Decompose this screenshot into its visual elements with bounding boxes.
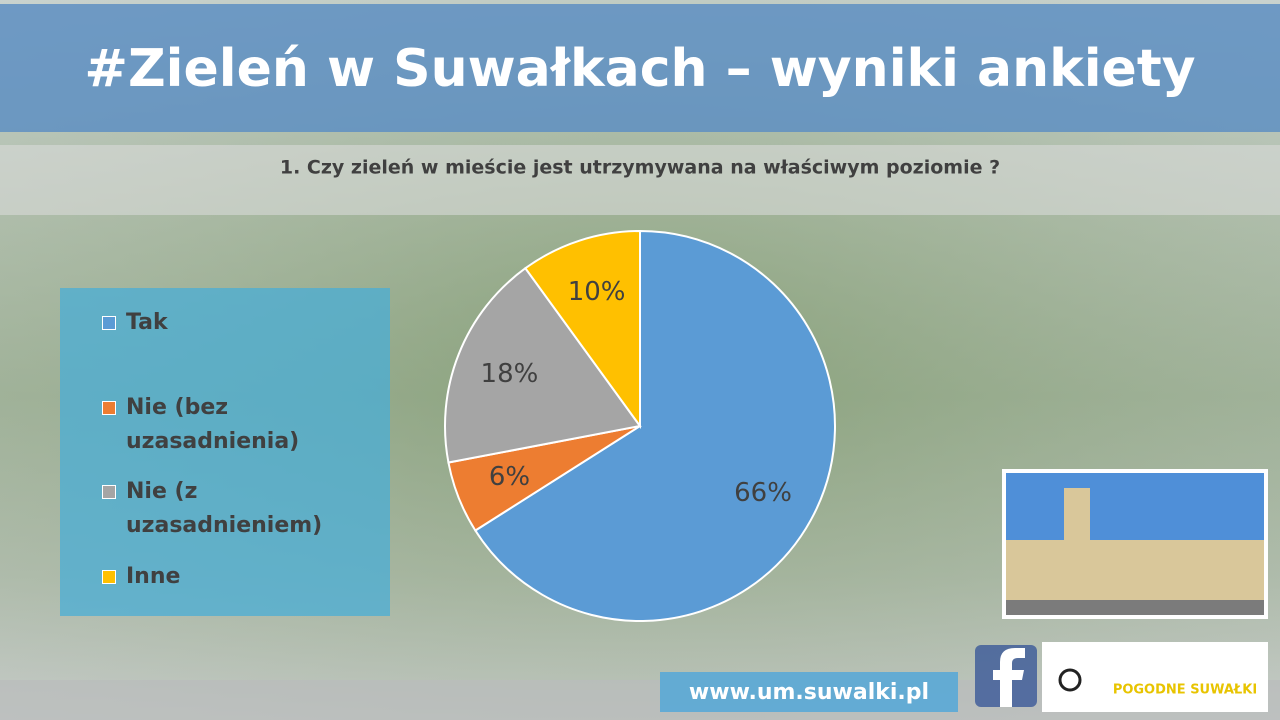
subtitle: 1. Czy zieleń w mieście jest utrzymywana… — [280, 157, 1000, 179]
pie-slice — [444, 266, 642, 464]
legend-swatch — [102, 570, 116, 584]
data-label: 10% — [568, 277, 626, 307]
logo-text: POGODNE SUWAŁKI — [1113, 683, 1257, 698]
pie: 66% 6% 18% 10% — [444, 229, 836, 622]
legend-label: Tak — [126, 310, 168, 335]
legend-swatch — [102, 401, 116, 415]
legend-box — [60, 288, 390, 616]
title: #Zieleń w Suwałkach – wyniki ankiety — [84, 39, 1195, 99]
legend-label: Nie (bez uzasadnienia) — [126, 395, 300, 454]
legend-swatch — [102, 485, 116, 499]
data-label: 18% — [481, 359, 539, 389]
legend-item: Tak — [102, 306, 332, 340]
data-label: 66% — [734, 478, 792, 508]
pie-slice — [523, 229, 641, 430]
logo-icon — [1058, 668, 1082, 692]
legend-item: Inne — [102, 560, 332, 594]
title-bar — [0, 4, 1280, 132]
legend-swatch — [102, 316, 116, 330]
background-buildings — [0, 145, 1280, 215]
pie-slice — [473, 229, 836, 622]
legend-label: Inne — [126, 564, 181, 589]
legend-item: Nie (z uzasadnieniem) — [102, 475, 332, 543]
data-label: 6% — [489, 462, 530, 492]
town-hall-photo — [1002, 469, 1268, 619]
legend-item: Nie (bez uzasadnienia) — [102, 391, 332, 459]
facebook-icon — [975, 645, 1037, 707]
url: www.um.suwalki.pl — [689, 680, 929, 705]
legend-label: Nie (z uzasadnieniem) — [126, 479, 323, 538]
url-box — [660, 672, 958, 712]
